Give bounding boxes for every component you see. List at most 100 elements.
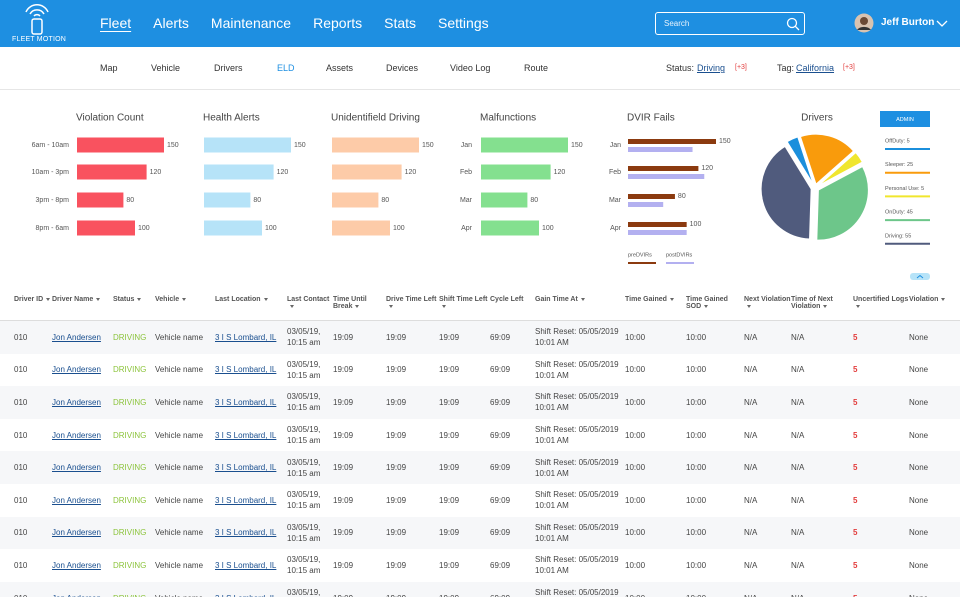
location-link[interactable]: 3 I S Lombard, IL: [215, 495, 277, 505]
nav-item[interactable]: Alerts: [153, 15, 189, 31]
driver-link[interactable]: Jon Andersen: [52, 365, 101, 375]
column-header-label[interactable]: Driver ID: [14, 296, 50, 303]
location-link[interactable]: 3 I S Lombard, IL: [215, 397, 277, 407]
column-header[interactable]: Time Gained SOD: [686, 290, 744, 321]
table-cell: 19:09: [439, 419, 490, 452]
nav-item[interactable]: Settings: [438, 15, 489, 31]
driver-link[interactable]: Jon Andersen: [52, 463, 101, 473]
sub-nav-item[interactable]: Route: [524, 63, 549, 73]
location-link[interactable]: 3 I S Lombard, IL: [215, 463, 277, 473]
column-header-label[interactable]: Gain Time At: [535, 296, 585, 303]
sub-nav-item[interactable]: Devices: [386, 63, 419, 73]
cell-text: Vehicle name: [155, 430, 204, 440]
table-cell: Shift Reset: 05/05/2019 10:01 AM: [535, 386, 625, 419]
user-menu-chevron[interactable]: [936, 20, 948, 28]
column-header-label[interactable]: Status: [113, 296, 141, 303]
nav-item[interactable]: Stats: [384, 15, 417, 31]
driver-link[interactable]: Jon Andersen: [52, 332, 101, 342]
column-header[interactable]: Driver ID: [0, 290, 52, 321]
sub-nav-item[interactable]: ELD: [277, 63, 295, 73]
admin-button-label[interactable]: ADMIN: [896, 117, 914, 123]
sub-nav-item[interactable]: Vehicle: [151, 63, 181, 73]
column-header[interactable]: Status: [113, 290, 155, 321]
chart-title: Health Alerts: [203, 113, 260, 124]
value-label: 120: [277, 169, 289, 176]
column-header-label[interactable]: Time Gained: [625, 296, 674, 303]
driver-link[interactable]: Jon Andersen: [52, 495, 101, 505]
column-header[interactable]: Drive Time Left: [386, 290, 439, 321]
tag-filter[interactable]: California: [796, 63, 835, 73]
column-header-label[interactable]: Time Until Break: [333, 296, 367, 310]
collapse-button[interactable]: [910, 273, 930, 280]
avatar[interactable]: [854, 13, 874, 33]
driver-link[interactable]: Jon Andersen: [52, 430, 101, 440]
table-row: 010 Jon Andersen DRIVING Vehicle name 3 I S …: [0, 386, 960, 419]
table-cell: 10:00: [686, 321, 744, 354]
column-header-label[interactable]: Violation: [909, 296, 945, 303]
sub-nav-item[interactable]: Map: [100, 63, 118, 73]
location-link[interactable]: 3 I S Lombard, IL: [215, 430, 277, 440]
table-cell: None: [909, 582, 960, 597]
sub-nav-item[interactable]: Assets: [326, 63, 354, 73]
column-header-label[interactable]: Vehicle: [155, 296, 186, 303]
table-cell: None: [909, 484, 960, 517]
column-header[interactable]: Uncertified Logs: [853, 290, 909, 321]
column-header[interactable]: Next Violation: [744, 290, 791, 321]
nav-item[interactable]: Reports: [313, 15, 363, 31]
column-header[interactable]: Shift Time Left: [439, 290, 490, 321]
admin-button[interactable]: [880, 111, 930, 127]
bar: [332, 192, 379, 208]
status-filter[interactable]: Driving: [697, 63, 726, 73]
column-header[interactable]: Cycle Left: [490, 290, 535, 321]
nav-item[interactable]: Maintenance: [210, 15, 292, 31]
search-box[interactable]: Search: [655, 12, 805, 35]
column-header[interactable]: Gain Time At: [535, 290, 625, 321]
bar: [628, 147, 693, 152]
column-header[interactable]: Time of Next Violation: [791, 290, 853, 321]
cell-text: None: [909, 397, 929, 407]
column-header[interactable]: Time Until Break: [333, 290, 386, 321]
table-cell: 19:09: [333, 321, 386, 354]
column-header-label[interactable]: Drive Time Left: [386, 296, 436, 310]
collapse-icon[interactable]: [916, 274, 924, 279]
driver-link[interactable]: Jon Andersen: [52, 397, 101, 407]
driver-link[interactable]: Jon Andersen: [52, 594, 101, 597]
driver-link[interactable]: Jon Andersen: [52, 560, 101, 570]
cell-text: N/A: [744, 397, 758, 407]
location-link[interactable]: 3 I S Lombard, IL: [215, 594, 276, 597]
location-link[interactable]: 3 I S Lombard, IL: [215, 528, 277, 538]
table-cell: 3 I S Lombard, IL: [215, 419, 287, 452]
table-row: 010 Jon Andersen DRIVING Vehicle name 3 I S …: [0, 419, 960, 452]
column-header-label[interactable]: Uncertified Logs: [853, 296, 908, 310]
location-link[interactable]: 3 I S Lombard, IL: [215, 332, 277, 342]
location-link[interactable]: 3 I S Lombard, IL: [215, 560, 277, 570]
cell-text: N/A: [791, 463, 805, 473]
search-icon[interactable]: [786, 17, 800, 31]
column-header-label[interactable]: Time Gained SOD: [686, 296, 728, 310]
category-label: Mar: [460, 197, 473, 204]
tag-more[interactable]: [+3]: [843, 64, 855, 71]
nav-item[interactable]: Fleet: [100, 15, 132, 31]
column-header[interactable]: Time Gained: [625, 290, 686, 321]
column-header[interactable]: Driver Name: [52, 290, 113, 321]
bar: [204, 137, 291, 153]
column-header-label[interactable]: Shift Time Left: [439, 296, 487, 310]
column-header-label[interactable]: Cycle Left: [490, 296, 524, 303]
cell-text: 10:00: [625, 495, 646, 505]
column-header[interactable]: Violation: [909, 290, 960, 321]
column-header[interactable]: Last Contact: [287, 290, 333, 321]
sub-nav-item[interactable]: Drivers: [214, 63, 243, 73]
column-header[interactable]: Vehicle: [155, 290, 215, 321]
column-header[interactable]: Last Location: [215, 290, 287, 321]
location-link[interactable]: 3 I S Lombard, IL: [215, 365, 277, 375]
column-header-label[interactable]: Last Location: [215, 296, 268, 303]
column-header-label[interactable]: Driver Name: [52, 296, 100, 303]
sub-nav-item[interactable]: Video Log: [450, 63, 491, 73]
driver-link[interactable]: Jon Andersen: [52, 528, 101, 538]
status-more[interactable]: [+3]: [735, 64, 747, 71]
column-header-label[interactable]: Next Violation: [744, 296, 791, 310]
user-name[interactable]: Jeff Burton: [881, 17, 935, 28]
column-header-label[interactable]: Last Contact: [287, 296, 329, 310]
column-header-label[interactable]: Time of Next Violation: [791, 296, 833, 310]
